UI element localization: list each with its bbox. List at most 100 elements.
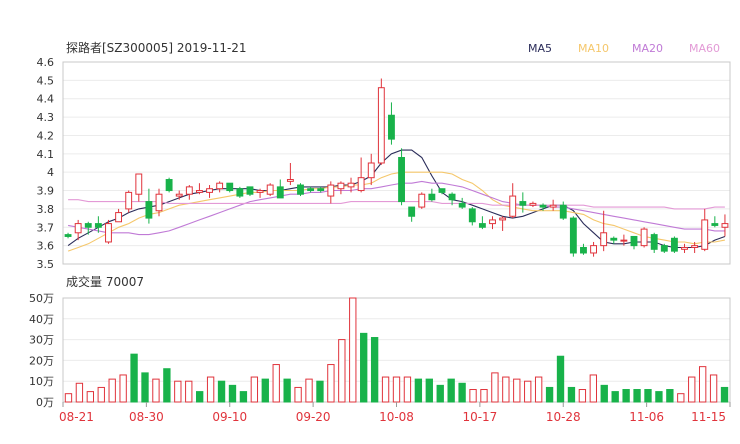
candle-body (125, 191, 133, 210)
candle-body (549, 204, 557, 208)
volume-bar (403, 376, 412, 403)
legend-ma5: MA5 (528, 42, 552, 55)
candle-body (357, 177, 365, 192)
x-tick-label: 09-10 (212, 410, 247, 424)
volume-y-tick-label: 50万 (29, 292, 54, 305)
candle-body (266, 184, 274, 195)
candle-body (165, 179, 173, 192)
candle-body (721, 223, 729, 228)
volume-bar (349, 297, 357, 403)
candle-body (499, 217, 507, 221)
volume-bar (644, 389, 652, 403)
candle-body (529, 202, 537, 206)
volume-bar (392, 376, 401, 403)
volume-bar (469, 389, 477, 403)
volume-y-ticks: 50万 40万 30万 20万 10万 0万 (29, 292, 54, 409)
candle-body (64, 234, 72, 237)
price-y-tick-label: 4 (47, 166, 54, 179)
candle-body (489, 219, 496, 225)
price-y-tick-label: 3.6 (37, 240, 55, 253)
volume-bar (86, 391, 95, 403)
volume-bar (556, 355, 565, 403)
volume-bar (491, 372, 499, 403)
x-tick-label: 09-20 (296, 410, 331, 424)
candle-body (115, 212, 123, 223)
volume-bar (578, 389, 587, 403)
volume-bar (370, 337, 379, 403)
candle-body (468, 208, 476, 223)
candle-body (307, 188, 315, 192)
volume-y-tick-label: 30万 (29, 334, 54, 347)
volume-bar (458, 382, 466, 403)
candle-body (670, 237, 678, 252)
x-tick-label: 11-06 (629, 410, 664, 424)
volume-bar (600, 384, 608, 403)
candle-body (428, 193, 436, 201)
volume-y-tick-label: 40万 (29, 313, 54, 326)
volume-bar (316, 380, 324, 403)
legend-ma20: MA20 (632, 42, 663, 55)
candle-body (155, 193, 163, 212)
volume-y-tick-label: 20万 (29, 354, 54, 367)
volume-bar (414, 378, 423, 403)
volume-bar (327, 364, 335, 403)
candle-body (94, 223, 102, 228)
candle-body (206, 188, 213, 193)
price-y-tick-label: 3.8 (37, 203, 55, 216)
volume-bar (633, 389, 641, 403)
candle-body (105, 223, 112, 243)
candle-body (84, 223, 92, 228)
candle-body (569, 217, 577, 254)
ma-line-ma20 (67, 180, 725, 236)
volume-bar (228, 384, 237, 403)
volume-bar (360, 332, 368, 403)
candle-body (236, 188, 244, 197)
volume-bar (589, 374, 597, 403)
candle-body (691, 245, 699, 248)
price-y-tick-label: 4.1 (37, 148, 55, 161)
price-y-tick-label: 4.6 (37, 56, 55, 69)
volume-bar (534, 376, 543, 403)
candle-body (660, 245, 668, 252)
price-plot-frame (62, 61, 731, 265)
volume-bar (108, 378, 116, 403)
ma-legend: MA5 MA10 MA20 MA60 (528, 42, 720, 55)
price-y-tick-label: 3.5 (37, 258, 55, 271)
candle-body (377, 87, 385, 164)
candle-body (276, 186, 284, 199)
candle-body (519, 201, 527, 206)
candle-body (438, 188, 446, 193)
candle-body (185, 186, 193, 195)
ma-line-ma10 (67, 171, 726, 252)
volume-bar (239, 391, 248, 403)
candle-body (610, 237, 618, 241)
volume-bar (622, 389, 630, 403)
candles (64, 78, 729, 257)
price-y-tick-label: 4.4 (37, 93, 55, 106)
volume-bar (677, 393, 685, 403)
volume-bar (185, 380, 193, 403)
volume-bar (524, 380, 532, 403)
candle-body (620, 239, 628, 242)
candle-body (297, 184, 304, 195)
volume-bar (709, 374, 718, 403)
volume-bar (141, 372, 149, 403)
volume-bar (163, 368, 171, 403)
candle-body (196, 190, 203, 193)
volume-bar (130, 353, 138, 403)
volume-bar (480, 389, 488, 403)
moving-average-lines (67, 149, 726, 252)
volume-bar (119, 374, 127, 403)
volume-y-tick-label: 0万 (36, 396, 54, 409)
candle-body (539, 204, 547, 208)
volume-bar (513, 378, 521, 403)
volume-bar (447, 378, 455, 403)
candle-body (590, 245, 597, 254)
volume-bar (196, 391, 204, 403)
volume-title: 成交量 70007 (66, 274, 144, 289)
volume-bar (611, 391, 619, 403)
candle-body (337, 182, 345, 190)
candle-body (175, 193, 183, 197)
